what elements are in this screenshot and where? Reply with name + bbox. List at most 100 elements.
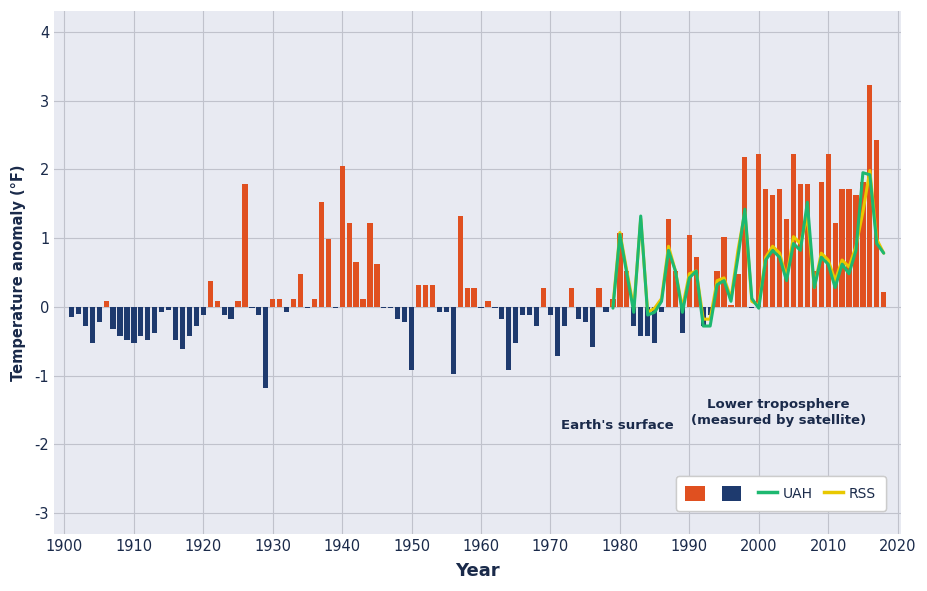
- Bar: [658, 307, 664, 312]
- Bar: [547, 307, 552, 315]
- Bar: [492, 307, 497, 308]
- Bar: [96, 307, 102, 322]
- Bar: [429, 285, 435, 307]
- Bar: [603, 307, 608, 312]
- Bar: [124, 307, 130, 340]
- Bar: [845, 189, 851, 307]
- Bar: [437, 307, 441, 312]
- Bar: [776, 189, 781, 307]
- Bar: [804, 184, 809, 307]
- Bar: [638, 307, 642, 336]
- Bar: [880, 291, 885, 307]
- Bar: [242, 184, 248, 307]
- Bar: [214, 301, 220, 307]
- Bar: [298, 274, 303, 307]
- Bar: [616, 232, 622, 307]
- Bar: [401, 307, 407, 322]
- Bar: [624, 271, 629, 307]
- Bar: [686, 235, 692, 307]
- Bar: [159, 307, 164, 312]
- Bar: [706, 307, 712, 315]
- Bar: [83, 307, 88, 326]
- Bar: [200, 307, 206, 315]
- Bar: [575, 307, 580, 319]
- Bar: [596, 288, 601, 307]
- Bar: [263, 307, 268, 388]
- Bar: [235, 301, 240, 307]
- Bar: [756, 154, 760, 307]
- Bar: [166, 307, 171, 310]
- Bar: [76, 307, 81, 314]
- Bar: [610, 298, 615, 307]
- Bar: [415, 285, 421, 307]
- Bar: [769, 196, 774, 307]
- Bar: [825, 154, 830, 307]
- Bar: [797, 184, 802, 307]
- Bar: [138, 307, 144, 336]
- Bar: [131, 307, 136, 343]
- Bar: [700, 307, 705, 326]
- Bar: [318, 202, 324, 307]
- Bar: [568, 288, 573, 307]
- Bar: [867, 85, 871, 307]
- X-axis label: Year: Year: [455, 562, 500, 580]
- Bar: [208, 281, 212, 307]
- Bar: [381, 307, 386, 308]
- Bar: [339, 166, 345, 307]
- Bar: [186, 307, 192, 336]
- Bar: [387, 307, 393, 308]
- Bar: [270, 298, 275, 307]
- Bar: [513, 307, 518, 343]
- Bar: [104, 301, 108, 307]
- Bar: [305, 307, 310, 308]
- Bar: [742, 157, 746, 307]
- Bar: [582, 307, 587, 322]
- Bar: [464, 288, 469, 307]
- Bar: [194, 307, 198, 326]
- Bar: [485, 301, 490, 307]
- Bar: [145, 307, 150, 340]
- Bar: [457, 216, 463, 307]
- Bar: [839, 189, 844, 307]
- Bar: [367, 223, 372, 307]
- Bar: [527, 307, 532, 315]
- Bar: [832, 223, 837, 307]
- Bar: [451, 307, 455, 374]
- Bar: [818, 181, 823, 307]
- Bar: [311, 298, 317, 307]
- Bar: [644, 307, 650, 336]
- Text: Lower troposphere
(measured by satellite): Lower troposphere (measured by satellite…: [690, 398, 865, 427]
- Bar: [679, 307, 684, 333]
- Bar: [284, 307, 289, 312]
- Bar: [471, 288, 476, 307]
- Bar: [222, 307, 226, 315]
- Bar: [346, 223, 351, 307]
- Bar: [332, 307, 337, 308]
- Bar: [783, 219, 788, 307]
- Bar: [666, 219, 670, 307]
- Bar: [672, 271, 678, 307]
- Bar: [291, 298, 296, 307]
- Bar: [714, 271, 719, 307]
- Bar: [118, 307, 122, 336]
- Bar: [152, 307, 158, 333]
- Bar: [540, 288, 546, 307]
- Bar: [90, 307, 95, 343]
- Bar: [409, 307, 413, 370]
- Bar: [859, 181, 865, 307]
- Bar: [811, 271, 816, 307]
- Text: Earth's surface: Earth's surface: [561, 419, 673, 432]
- Bar: [110, 307, 116, 329]
- Bar: [277, 298, 282, 307]
- Bar: [533, 307, 539, 326]
- Bar: [873, 141, 879, 307]
- Bar: [443, 307, 449, 312]
- Bar: [561, 307, 566, 326]
- Bar: [478, 307, 483, 308]
- Bar: [180, 307, 184, 349]
- Bar: [734, 274, 740, 307]
- Bar: [589, 307, 594, 347]
- Bar: [748, 307, 754, 308]
- Bar: [423, 285, 427, 307]
- Bar: [499, 307, 504, 319]
